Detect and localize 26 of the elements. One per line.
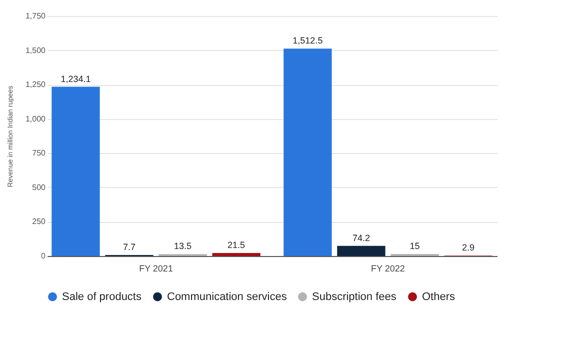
bar: [52, 86, 100, 256]
y-tick-label: 500: [32, 182, 46, 192]
data-label: 1,512.5: [292, 36, 323, 46]
y-tick-label: 0: [41, 252, 46, 260]
bar: [337, 246, 386, 256]
y-tick-label: 1,750: [25, 12, 46, 20]
y-tick-label: 1,250: [25, 80, 46, 90]
legend-label: Others: [422, 290, 456, 303]
data-label: 1,234.1: [60, 74, 91, 84]
data-label: 15: [410, 240, 420, 251]
bar: [284, 48, 332, 256]
data-label: 7.7: [123, 242, 136, 252]
data-label: 74.2: [352, 232, 370, 243]
data-label: 13.5: [174, 241, 192, 252]
data-label: 21.5: [228, 240, 246, 250]
bar: [212, 253, 260, 256]
y-tick-label: 250: [32, 217, 46, 226]
y-tick-label: 750: [32, 148, 46, 158]
legend-label: Subscription fees: [312, 290, 397, 303]
x-tick-label: FY 2021: [139, 264, 173, 274]
data-label: 2.9: [462, 242, 475, 253]
x-tick-label: FY 2022: [371, 264, 405, 274]
legend-label: Communication services: [167, 290, 288, 303]
legend-label: Sale of products: [62, 290, 142, 303]
y-tick-label: 1,500: [25, 46, 46, 55]
y-tick-label: 1,000: [25, 114, 46, 124]
